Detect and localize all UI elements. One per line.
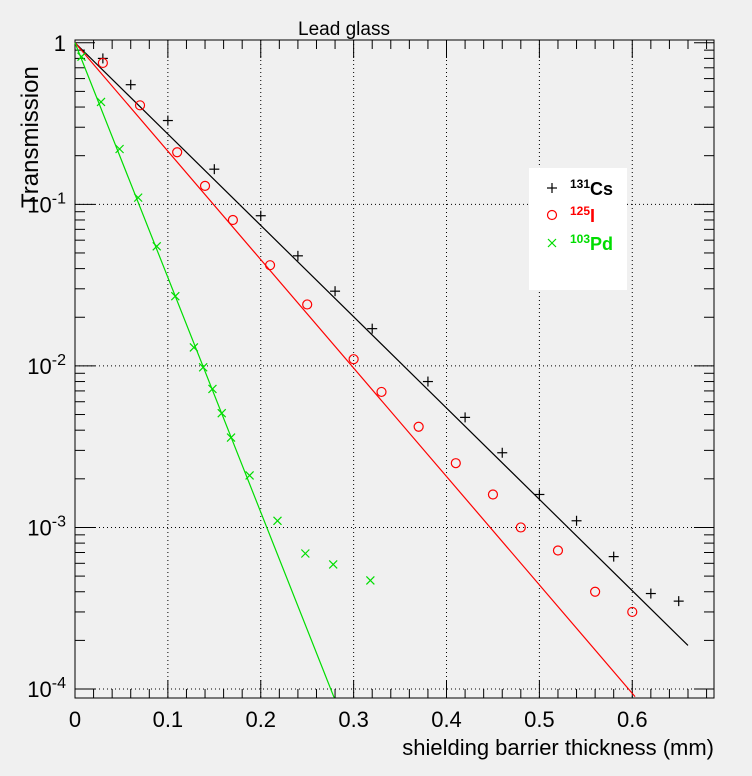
data-point-pd: [133, 193, 143, 203]
data-point-i: [376, 386, 387, 398]
axes: 0 0.1 0.2 0.3 0.4 0.5 0.6 1 10-1 10-2 10-3 10-4: [27, 31, 714, 732]
data-point-pd-b: [115, 144, 125, 154]
y-tick-label: 1: [54, 31, 66, 56]
y-tick-label: 10-1: [27, 190, 66, 217]
data-point-i: [515, 522, 526, 533]
data-point-i: [227, 214, 238, 226]
legend-label-i: 125I: [570, 204, 595, 226]
data-point-pd: [300, 549, 310, 558]
y-tick-label: 10-4: [27, 675, 66, 702]
data-point-pd: [328, 560, 338, 569]
data-point-cs: [162, 115, 173, 126]
data-point-i: [172, 147, 183, 158]
data-point-pd-b: [245, 470, 255, 480]
data-point-cs: [255, 210, 266, 221]
x-tick-label: 0.3: [338, 707, 369, 732]
data-point-cs: [497, 447, 508, 458]
data-point-cs: [534, 489, 545, 500]
data-point-pd-b: [170, 291, 180, 301]
data-point-pd: [273, 516, 282, 526]
x-tick-label: 0.6: [617, 707, 648, 732]
fit-line-i: [74, 42, 636, 697]
legend-box: [529, 168, 627, 290]
data-point-pd: [198, 362, 208, 372]
legend-marker-pd: [547, 238, 557, 248]
data-point-cs: [422, 376, 433, 387]
data-point-pd: [115, 144, 125, 154]
data-point-pd: [152, 241, 162, 251]
x-tick-label: 0.4: [431, 707, 462, 732]
data-point-cs: [125, 79, 136, 90]
data-point-pd-b: [198, 362, 208, 372]
data-point-pd-b: [77, 52, 86, 62]
data-points: [77, 52, 684, 618]
x-axis-label: shielding barrier thickness (mm): [402, 735, 714, 760]
x-tick-label: 0.1: [153, 707, 184, 732]
data-point-i: [134, 100, 146, 111]
data-point-pd: [208, 384, 217, 394]
data-point-i: [552, 545, 564, 556]
fit-line-cs: [74, 42, 689, 646]
data-point-pd: [365, 576, 375, 585]
data-point-pd-b: [328, 560, 338, 569]
x-tick-label: 0: [69, 707, 81, 732]
data-point-i: [264, 260, 276, 271]
data-point-i: [450, 458, 461, 469]
data-point-cs: [571, 515, 582, 526]
data-point-i: [487, 489, 499, 500]
data-point-i: [302, 299, 313, 310]
legend-marker-pd-b: [547, 238, 557, 248]
legend-label-cs: 131Cs: [570, 177, 613, 199]
plot-area: [74, 39, 715, 699]
data-point-i: [97, 57, 108, 69]
data-point-cs: [330, 286, 341, 297]
data-point-cs: [608, 551, 619, 562]
data-point-pd-b: [208, 384, 217, 394]
data-point-pd-b: [300, 549, 310, 558]
data-point-cs: [673, 596, 684, 607]
data-point-pd-b: [133, 193, 143, 203]
data-point-cs: [209, 164, 220, 175]
data-point-pd: [245, 470, 255, 480]
data-point-pd-b: [152, 241, 162, 251]
data-point-pd-b: [217, 408, 227, 418]
y-tick-label: 10-2: [27, 352, 66, 379]
x-tick-label: 0.2: [245, 707, 276, 732]
data-point-i: [627, 606, 638, 618]
y-tick-label: 10-3: [27, 513, 66, 540]
data-point-pd-b: [273, 516, 282, 526]
data-point-pd: [217, 408, 227, 418]
fit-lines: [74, 42, 689, 698]
legend-marker-i: [546, 209, 558, 221]
legend-marker-cs: [547, 183, 557, 193]
data-point-pd-b: [189, 343, 199, 352]
data-point-pd: [77, 52, 86, 62]
data-point-i: [199, 180, 211, 192]
legend: 131Cs 125I 103Pd: [529, 168, 627, 290]
data-point-pd: [189, 343, 199, 352]
data-point-pd: [226, 433, 236, 443]
data-point-pd-b: [365, 576, 375, 585]
fit-line-pd: [74, 42, 335, 698]
data-point-cs: [460, 412, 471, 423]
chart-title: Lead glass: [298, 19, 390, 40]
data-point-pd-b: [226, 433, 236, 443]
data-point-pd: [96, 97, 106, 107]
y-axis-label: Transmission: [17, 66, 44, 208]
x-tick-label: 0.5: [524, 707, 555, 732]
data-point-pd: [170, 291, 180, 301]
data-point-cs: [292, 250, 303, 261]
data-point-i: [348, 354, 359, 365]
data-point-i: [413, 421, 424, 432]
data-point-cs: [367, 323, 378, 334]
legend-label-pd: 103Pd: [570, 232, 613, 254]
data-point-i: [590, 586, 601, 597]
data-point-cs: [645, 588, 656, 599]
data-point-pd-b: [96, 97, 106, 107]
